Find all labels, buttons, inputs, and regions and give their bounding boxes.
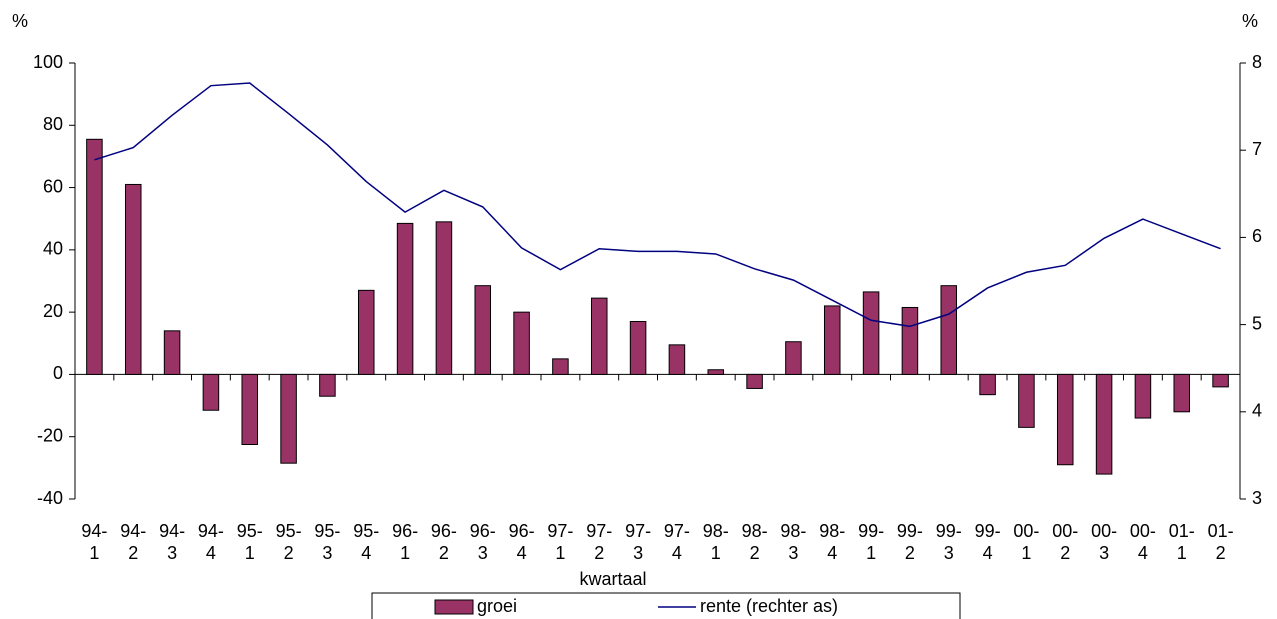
y-axis-label: %	[12, 11, 28, 31]
bar	[940, 285, 958, 375]
x-tick-label: 00- 3	[1091, 521, 1118, 563]
x-tick-label: 00- 4	[1129, 521, 1156, 563]
bar	[1134, 373, 1152, 419]
y-tick-label: -20	[37, 425, 63, 445]
y2-tick-label: 5	[1252, 313, 1262, 333]
bar	[280, 373, 297, 464]
bar	[746, 373, 763, 389]
bar	[357, 289, 375, 375]
bar	[1173, 373, 1191, 413]
bar	[435, 221, 453, 375]
line	[94, 82, 1221, 328]
x-tick-label: 99- 1	[858, 521, 885, 563]
bar	[1056, 373, 1074, 466]
x-tick-label: 97- 1	[547, 521, 574, 563]
x-tick-label: 00- 2	[1052, 521, 1079, 563]
bar	[124, 183, 142, 375]
bar	[241, 373, 259, 445]
x-tick-label: 01- 2	[1207, 521, 1234, 563]
x-tick-label: 96- 3	[469, 521, 496, 563]
x-tick-label: 97- 3	[625, 521, 652, 563]
legend-label: rente (rechter as)	[700, 596, 838, 616]
legend-label: groei	[477, 596, 517, 616]
x-tick-label: 95- 3	[314, 521, 341, 563]
x-tick-label: 96- 1	[392, 521, 419, 563]
y-tick-label: -40	[37, 488, 63, 508]
x-tick-label: 00- 1	[1013, 521, 1040, 563]
bar	[513, 311, 530, 375]
x-tick-label: 95- 4	[353, 521, 380, 563]
bar	[1212, 373, 1229, 388]
bar	[86, 138, 103, 375]
y2-tick-label: 8	[1252, 52, 1262, 72]
x-tick-label: 94- 1	[81, 521, 108, 563]
bar	[901, 306, 919, 375]
bar	[474, 285, 492, 375]
x-tick-label: 99- 3	[935, 521, 962, 563]
x-tick-label: 99- 4	[974, 521, 1001, 563]
y-tick-label: 40	[43, 239, 63, 259]
bar	[319, 373, 336, 397]
y2-axis-label: %	[1242, 11, 1258, 31]
bar	[862, 291, 880, 375]
bar	[396, 222, 414, 375]
x-tick-label: 99- 2	[896, 521, 923, 563]
x-tick-label: 96- 4	[508, 521, 535, 563]
bar	[202, 373, 220, 411]
x-tick-label: 98- 3	[780, 521, 807, 563]
x-tick-label: 98- 2	[741, 521, 768, 563]
y2-tick-label: 4	[1252, 401, 1262, 421]
bar	[823, 305, 841, 375]
bar	[979, 373, 996, 396]
bar	[707, 369, 725, 375]
x-tick-label: 94- 3	[159, 521, 186, 563]
bar	[163, 330, 181, 375]
bar	[629, 320, 647, 375]
bar	[552, 358, 569, 375]
y2-tick-label: 3	[1252, 488, 1262, 508]
x-tick-label: 97- 4	[663, 521, 690, 563]
x-tick-label: 94- 4	[197, 521, 224, 563]
bar	[785, 341, 802, 375]
y-tick-label: 100	[33, 52, 63, 72]
legend-swatch	[434, 599, 474, 615]
x-axis-label: kwartaal	[579, 569, 646, 589]
x-tick-label: 96- 2	[430, 521, 457, 563]
y2-tick-label: 7	[1252, 139, 1262, 159]
y-tick-label: 60	[43, 176, 63, 196]
bar	[1095, 373, 1113, 475]
legend-box	[371, 592, 961, 619]
bar	[1018, 373, 1035, 428]
y-tick-label: 20	[43, 301, 63, 321]
bar	[668, 344, 686, 375]
y-tick-label: 0	[53, 363, 63, 383]
x-tick-label: 95- 2	[275, 521, 302, 563]
y-tick-label: 80	[43, 114, 63, 134]
y2-tick-label: 6	[1252, 226, 1262, 246]
x-tick-label: 95- 1	[236, 521, 263, 563]
x-tick-label: 94- 2	[120, 521, 147, 563]
x-tick-label: 98- 1	[702, 521, 729, 563]
x-tick-label: 98- 4	[819, 521, 846, 563]
x-tick-label: 97- 2	[586, 521, 613, 563]
x-tick-label: 01- 1	[1168, 521, 1195, 563]
bar	[590, 297, 608, 375]
